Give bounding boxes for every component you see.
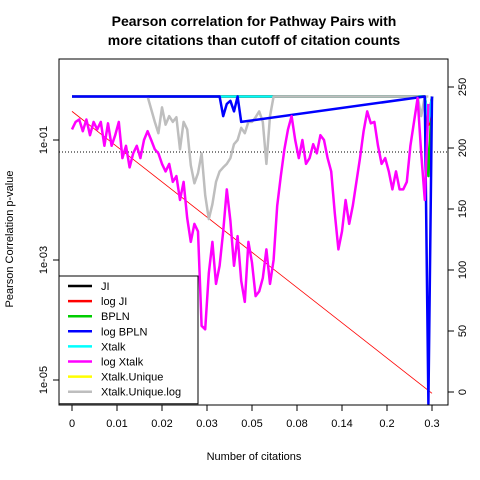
x-tick-label: 0.02 [151,418,172,430]
legend-label: log Xtalk [101,357,144,369]
legend-label: BPLN [101,311,130,323]
y-tick-label: 1e-01 [38,126,50,154]
legend-label: log JI [101,296,127,308]
y-tick-label: 1e-05 [38,366,50,394]
y-axis-label: Pearson Correlation p-value [4,171,16,308]
y-tick-label: 1e-03 [38,246,50,274]
y2-tick-label: 200 [457,139,469,157]
series-line-xtalk [72,95,434,124]
legend-label: Xtalk [101,341,126,353]
series-line-ji [72,95,434,124]
y2-tick-label: 250 [457,78,469,96]
x-tick-label: 0.2 [379,418,394,430]
y2-tick-label: 150 [457,200,469,218]
axes: 0 0.01 0.02 0.03 0.05 0.08 0.14 0.2 0.3 1e-05 1e-0… [38,58,469,430]
x-tick-label: 0.14 [331,418,352,430]
legend-box [58,275,199,405]
y2-tick-label: 0 [457,389,469,395]
plot-frame [58,58,449,406]
legend-label: Xtalk.Unique.log [101,387,181,399]
x-tick-label: 0.01 [106,418,127,430]
series-line-log-xtalk [70,96,430,331]
legend-label: log BPLN [101,326,148,338]
series-line-xtalk-unique-log [72,95,429,221]
x-tick-label: 0.08 [286,418,307,430]
y2-tick-label: 50 [457,325,469,337]
y2-tick-label: 100 [457,261,469,279]
legend: JI log JI BPLN log BPLN Xtalk log Xtalk Xtalk.… [58,275,199,405]
chart-title-line-2: more citations than cutoff of citation c… [108,32,401,48]
chart-title-line-1: Pearson correlation for Pathway Pairs wi… [112,13,397,29]
legend-label: JI [101,281,110,293]
plot-area [59,95,448,405]
series-group [59,95,448,405]
x-tick-label: 0 [69,418,75,430]
x-tick-label: 0.05 [241,418,262,430]
x-tick-label: 0.3 [424,418,439,430]
series-line-bpln [72,95,434,178]
x-tick-label: 0.03 [196,418,217,430]
x-axis-label: Number of citations [207,451,302,463]
legend-label: Xtalk.Unique [101,372,163,384]
